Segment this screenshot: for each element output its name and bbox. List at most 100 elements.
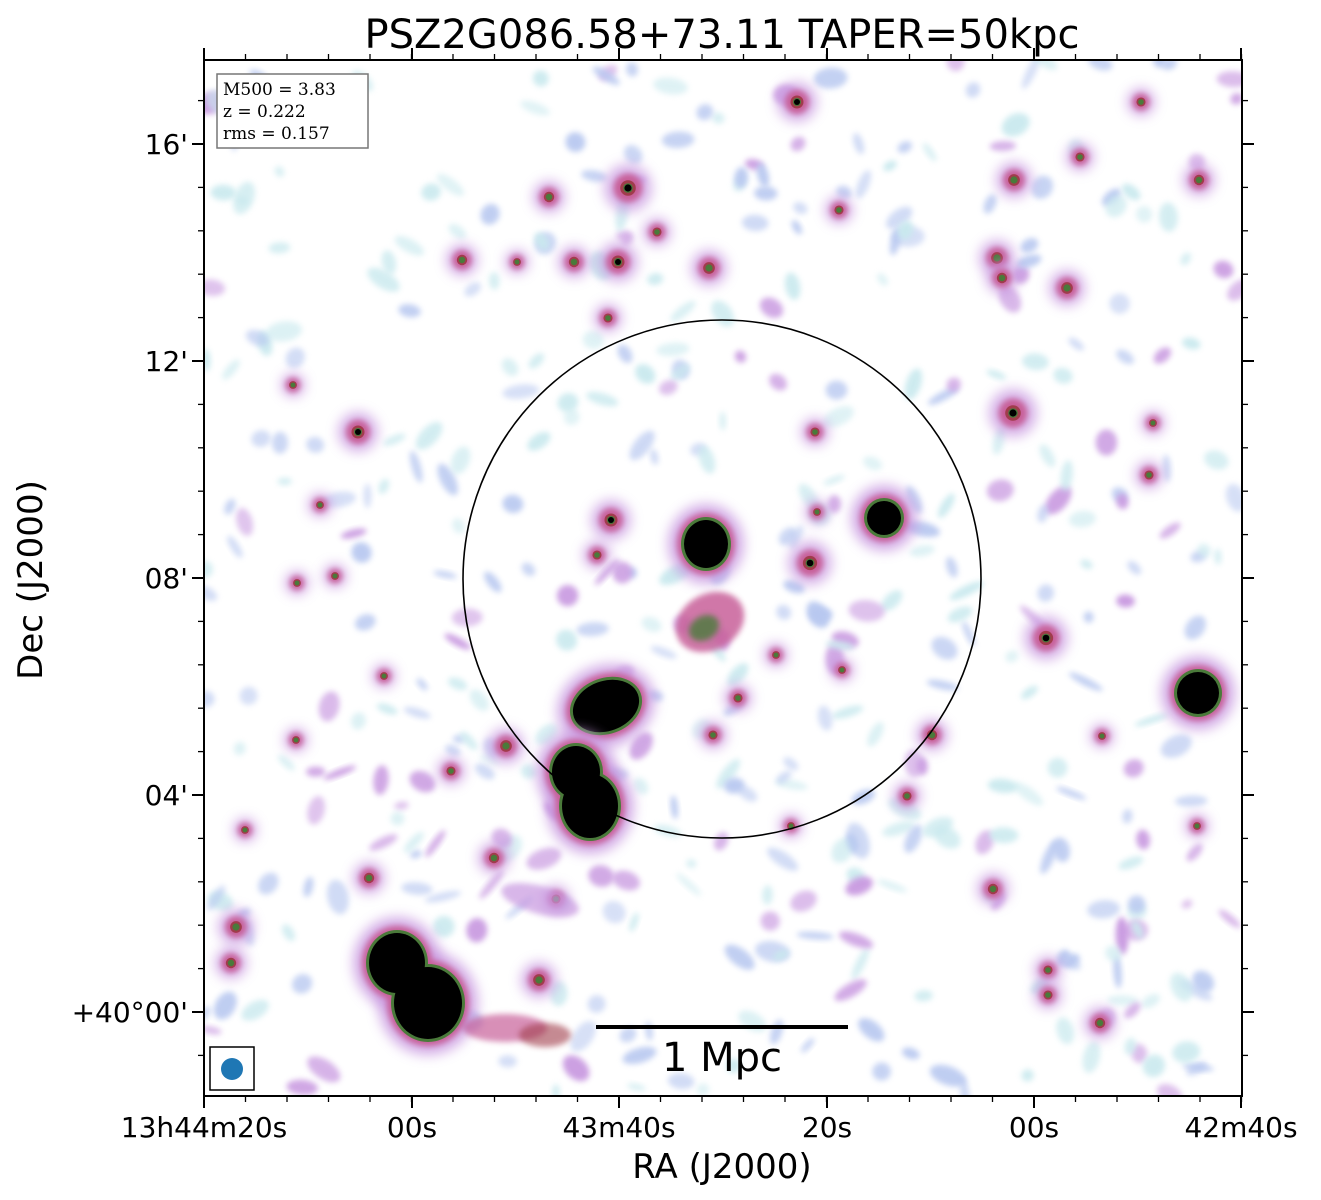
noise-patch — [306, 436, 325, 453]
noise-patch — [629, 732, 653, 760]
noise-patch — [367, 267, 400, 292]
source-core — [1195, 176, 1203, 184]
noise-patch — [448, 223, 467, 239]
noise-patch — [1087, 900, 1120, 919]
point-source — [699, 721, 727, 749]
noise-patch — [863, 456, 883, 471]
point-source — [338, 412, 378, 452]
noise-patch — [661, 131, 695, 149]
noise-patch — [1230, 93, 1242, 105]
noise-patch — [946, 60, 965, 72]
point-source — [893, 782, 921, 810]
source-core — [381, 673, 387, 679]
source-core — [227, 959, 235, 967]
noise-patch — [633, 777, 649, 795]
noise-patch — [466, 918, 488, 943]
noise-patch — [1088, 60, 1113, 71]
noise-patch — [204, 690, 215, 708]
source-core — [242, 827, 248, 833]
noise-patch — [552, 1084, 560, 1096]
noise-patch — [623, 145, 643, 165]
diffuse-emission — [519, 1023, 571, 1047]
noise-patch — [641, 616, 662, 632]
noise-patch — [416, 678, 428, 691]
noise-patch — [1060, 460, 1073, 492]
point-source — [986, 262, 1018, 294]
noise-patch — [415, 421, 443, 450]
source-core — [458, 256, 466, 264]
noise-patch — [227, 535, 243, 558]
noise-patch — [421, 183, 441, 201]
point-source — [488, 728, 524, 764]
point-source — [521, 962, 557, 998]
source-core — [290, 382, 296, 388]
noise-patch — [1116, 594, 1135, 608]
point-source — [1185, 814, 1209, 838]
noise-patch — [676, 873, 702, 896]
noise-patch — [1127, 560, 1142, 575]
point-source — [825, 196, 853, 224]
noise-patch — [653, 77, 688, 95]
point-source — [446, 244, 478, 276]
noise-patch — [1021, 685, 1038, 700]
noise-patch — [432, 915, 455, 938]
noise-patch — [1192, 970, 1215, 993]
y-tick-label: 12' — [145, 345, 188, 378]
noise-patch — [659, 379, 678, 396]
noise-patch — [767, 847, 799, 871]
noise-patch — [1175, 795, 1208, 807]
noise-patch — [1213, 260, 1234, 279]
noise-patch — [433, 570, 457, 579]
noise-patch — [1214, 548, 1222, 565]
noise-patch — [627, 1083, 646, 1091]
point-source — [1024, 616, 1068, 660]
noise-patch — [1118, 856, 1144, 870]
noise-patch — [1037, 584, 1054, 602]
noise-patch — [796, 931, 834, 940]
point-source — [558, 246, 590, 278]
source-core — [570, 258, 578, 266]
noise-patch — [381, 250, 397, 275]
source-core — [490, 854, 498, 862]
noise-patch — [626, 62, 638, 77]
noise-patch — [1037, 504, 1049, 523]
noise-patch — [670, 364, 691, 381]
noise-patch — [1172, 1041, 1201, 1063]
point-source — [779, 814, 803, 838]
noise-patch — [904, 368, 923, 400]
extended-core — [1177, 672, 1219, 714]
noise-patch — [480, 203, 500, 225]
point-source — [533, 181, 565, 213]
point-source — [281, 373, 305, 397]
noise-patch — [1068, 337, 1084, 351]
noise-patch — [822, 406, 854, 428]
point-source — [372, 664, 396, 688]
x-tick-label: 00s — [1009, 1111, 1059, 1144]
noise-patch — [521, 562, 536, 577]
noise-patch — [1068, 672, 1103, 692]
noise-patch — [629, 430, 655, 461]
x-tick-label: 00s — [387, 1111, 437, 1144]
noise-patch — [222, 359, 240, 380]
source-core — [502, 742, 510, 750]
noise-patch — [647, 273, 664, 286]
point-source — [1090, 724, 1114, 748]
point-source — [604, 164, 652, 212]
point-source — [805, 500, 829, 524]
noise-patch — [1121, 183, 1141, 201]
noise-patch — [619, 1026, 637, 1043]
noise-patch — [947, 606, 973, 623]
noise-patch — [1082, 1041, 1101, 1073]
x-tick-label: 43m40s — [562, 1111, 675, 1144]
noise-patch — [398, 304, 421, 318]
noise-patch — [1182, 337, 1201, 350]
noise-patch — [1020, 238, 1039, 253]
noise-patch — [1182, 1063, 1214, 1072]
y-tick-label: +40°00' — [72, 996, 188, 1029]
source-core — [293, 737, 299, 743]
noise-patch — [853, 132, 865, 155]
noise-patch — [469, 689, 489, 711]
noise-patch — [713, 832, 729, 851]
noise-patch — [1124, 1037, 1137, 1055]
noise-patch — [502, 494, 524, 514]
